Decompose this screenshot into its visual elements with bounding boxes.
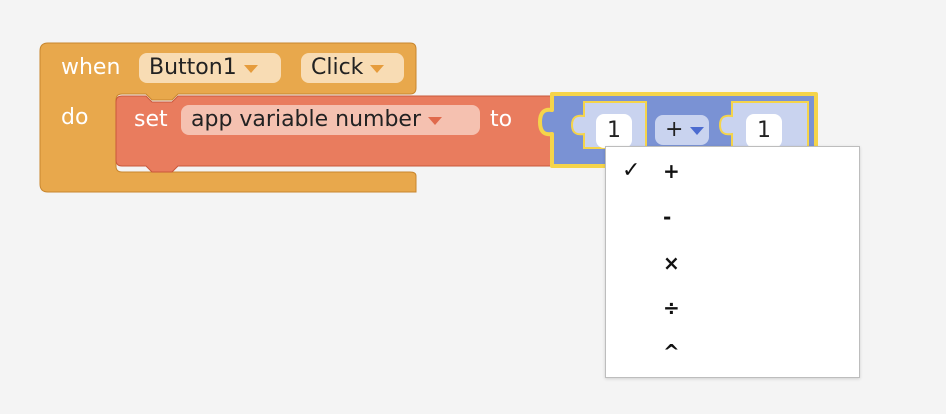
menu-item-multiply[interactable]: × bbox=[606, 243, 859, 283]
left-operand-field[interactable]: 1 bbox=[596, 114, 632, 148]
chevron-down-icon bbox=[370, 65, 385, 73]
to-label: to bbox=[490, 107, 513, 132]
chevron-down-icon bbox=[428, 117, 443, 125]
menu-item-plus[interactable]: ✓ + bbox=[606, 151, 859, 191]
when-label: when bbox=[61, 55, 121, 80]
menu-item-label: - bbox=[663, 205, 672, 229]
menu-item-label: × bbox=[663, 251, 680, 275]
component-dropdown[interactable]: Button1 bbox=[139, 53, 281, 83]
do-label: do bbox=[61, 105, 89, 130]
chevron-down-icon bbox=[690, 127, 705, 135]
right-operand-field[interactable]: 1 bbox=[746, 114, 782, 148]
event-dropdown[interactable]: Click bbox=[301, 53, 404, 83]
menu-item-power[interactable]: ^ bbox=[606, 332, 859, 372]
menu-item-label: ÷ bbox=[663, 296, 680, 320]
operator-dropdown-value: + bbox=[665, 117, 684, 142]
menu-item-minus[interactable]: - bbox=[606, 197, 859, 237]
variable-dropdown-value: app variable number bbox=[191, 107, 422, 132]
set-label: set bbox=[134, 107, 168, 132]
operator-dropdown[interactable]: + bbox=[655, 115, 709, 145]
component-dropdown-value: Button1 bbox=[149, 55, 237, 80]
operator-menu: ✓ + - × ÷ ^ bbox=[605, 146, 860, 378]
variable-dropdown[interactable]: app variable number bbox=[181, 105, 480, 135]
menu-item-label: + bbox=[663, 159, 680, 183]
chevron-down-icon bbox=[243, 65, 258, 73]
checkmark-icon: ✓ bbox=[622, 158, 641, 183]
event-dropdown-value: Click bbox=[311, 55, 364, 80]
menu-item-divide[interactable]: ÷ bbox=[606, 288, 859, 328]
menu-item-label: ^ bbox=[663, 340, 680, 364]
